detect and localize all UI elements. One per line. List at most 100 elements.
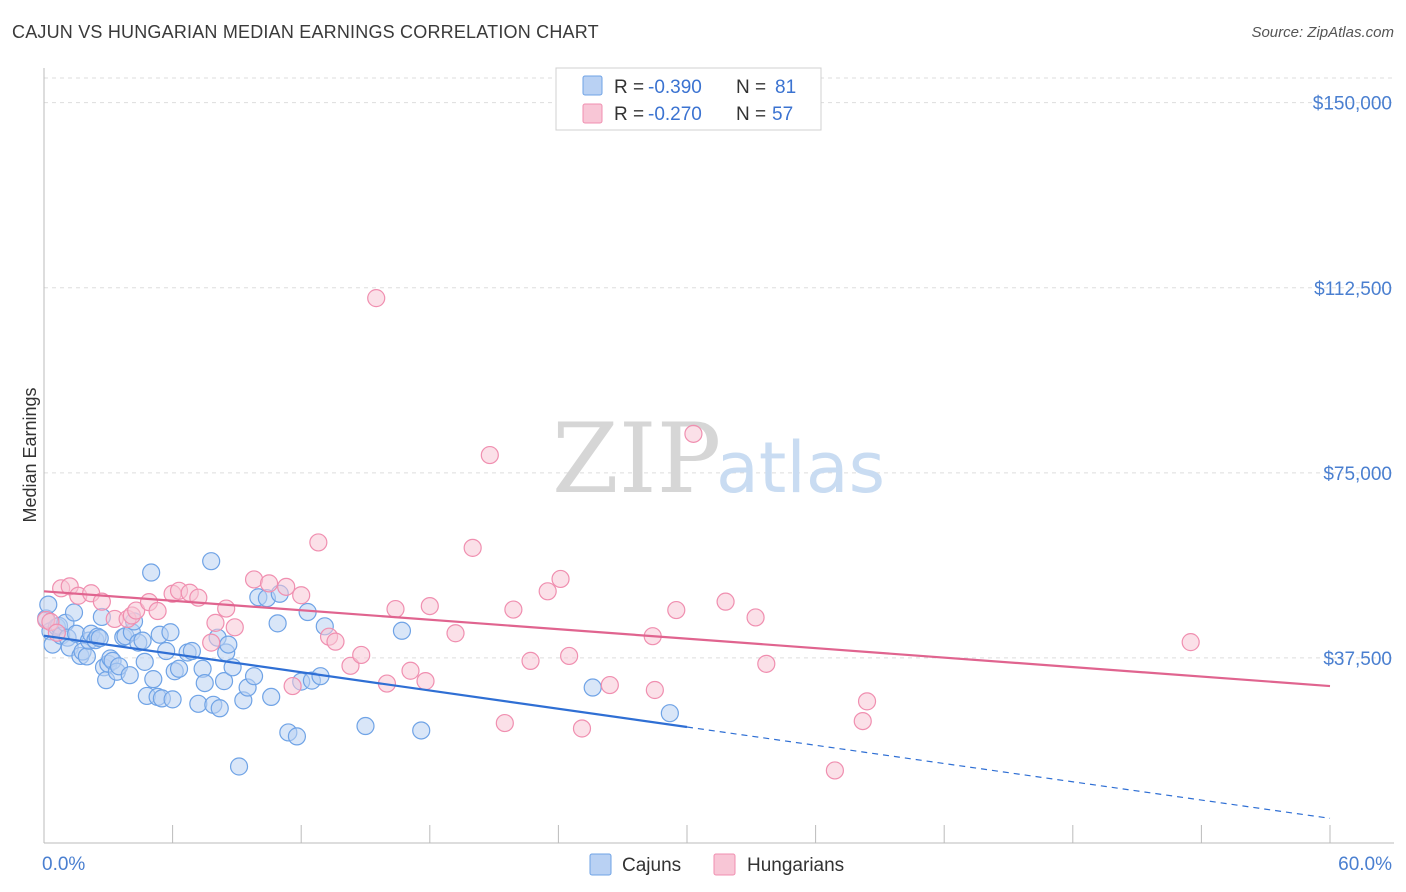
point-hungarians	[401, 661, 420, 680]
chart-title: CAJUN VS HUNGARIAN MEDIAN EARNINGS CORRE…	[12, 22, 599, 42]
legend-n-label-hungarians: N =	[736, 104, 766, 125]
point-hungarians	[277, 577, 296, 596]
point-cajuns	[287, 727, 307, 746]
point-hungarians	[292, 586, 311, 605]
point-hungarians	[326, 632, 345, 651]
y-axis-label: Median Earnings	[20, 387, 40, 522]
trend-line-hungarians	[43, 590, 1331, 688]
point-cajuns	[210, 699, 229, 718]
point-cajuns	[202, 552, 221, 571]
point-hungarians	[551, 569, 570, 589]
bottom-legend: Cajuns Hungarians	[589, 853, 844, 876]
point-hungarians	[420, 596, 439, 616]
point-cajuns	[583, 678, 602, 697]
watermark-zip: ZIP	[552, 403, 721, 515]
bottom-legend-hungarians: Hungarians	[747, 855, 844, 876]
point-hungarians	[853, 711, 872, 731]
point-hungarians	[825, 761, 844, 780]
point-cajuns	[133, 631, 152, 650]
point-hungarians	[352, 645, 371, 665]
grid-lines	[44, 77, 1394, 659]
source-label: Source: ZipAtlas.com	[1251, 24, 1394, 41]
point-hungarians	[416, 672, 435, 691]
point-hungarians	[244, 570, 264, 589]
point-cajuns	[135, 652, 154, 671]
legend-n-label-cajuns: N =	[736, 77, 766, 98]
point-hungarians	[495, 713, 514, 733]
legend-n-value-hungarians: 57	[772, 104, 793, 125]
legend-n-value-cajuns: 81	[775, 77, 796, 98]
point-cajuns	[169, 659, 189, 678]
bottom-legend-cajuns: Cajuns	[622, 855, 681, 876]
point-cajuns	[195, 673, 214, 693]
point-cajuns	[214, 672, 234, 691]
point-cajuns	[77, 647, 96, 666]
point-hungarians	[560, 646, 579, 666]
point-cajuns	[392, 621, 412, 640]
point-cajuns	[268, 614, 287, 633]
point-hungarians	[600, 675, 619, 695]
bottom-legend-swatch-cajuns	[589, 853, 612, 876]
point-hungarians	[92, 592, 111, 611]
point-cajuns	[356, 716, 375, 736]
point-cajuns	[157, 641, 176, 661]
point-hungarians	[480, 445, 499, 465]
point-hungarians	[309, 533, 328, 552]
legend-swatch-hungarians	[582, 103, 603, 124]
point-hungarians	[716, 592, 735, 611]
point-cajuns	[142, 563, 161, 582]
y-tick-label: $150,000	[1313, 94, 1392, 115]
x-tick-label-min: 0.0%	[42, 854, 85, 875]
point-hungarians	[259, 574, 279, 593]
point-cajuns	[144, 670, 163, 689]
legend-r-value-hungarians: -0.270	[648, 104, 702, 125]
point-hungarians	[446, 624, 465, 643]
point-hungarians	[538, 582, 557, 601]
watermark-atlas: atlas	[716, 427, 885, 509]
point-cajuns	[189, 694, 208, 713]
point-hungarians	[504, 600, 523, 619]
point-cajuns	[64, 603, 84, 622]
point-hungarians	[202, 633, 221, 652]
point-hungarians	[572, 719, 592, 738]
point-hungarians	[645, 680, 664, 700]
trend-extension-cajuns	[686, 726, 1331, 819]
legend-r-value-cajuns: -0.390	[648, 77, 702, 98]
point-hungarians	[367, 289, 386, 308]
data-points	[37, 289, 1200, 780]
point-hungarians	[341, 656, 360, 675]
point-hungarians	[283, 676, 302, 696]
point-hungarians	[217, 599, 236, 618]
point-cajuns	[229, 757, 249, 776]
point-hungarians	[1181, 633, 1200, 652]
point-cajuns	[412, 721, 431, 740]
point-hungarians	[206, 613, 225, 632]
trend-lines	[43, 590, 1331, 819]
point-hungarians	[667, 600, 686, 620]
point-cajuns	[244, 667, 264, 686]
y-tick-label: $37,500	[1323, 649, 1392, 670]
legend: R = -0.390 N = 81 R = -0.270 N = 57	[555, 67, 822, 131]
point-hungarians	[148, 601, 167, 621]
axes	[43, 68, 1394, 844]
trend-line-cajuns	[43, 634, 688, 729]
y-tick-label: $75,000	[1323, 464, 1392, 485]
point-hungarians	[684, 424, 703, 443]
bottom-legend-swatch-hungarians	[713, 853, 736, 876]
point-hungarians	[386, 599, 405, 619]
point-cajuns	[660, 704, 679, 723]
legend-swatch-cajuns	[582, 75, 603, 96]
x-tick-label-max: 60.0%	[1338, 854, 1392, 875]
point-hungarians	[463, 538, 482, 557]
point-cajuns	[163, 690, 182, 709]
point-hungarians	[225, 618, 244, 637]
point-hungarians	[757, 654, 776, 673]
point-hungarians	[857, 692, 877, 711]
point-cajuns	[262, 687, 281, 707]
point-cajuns	[120, 666, 139, 685]
legend-r-label-hungarians: R =	[614, 104, 644, 125]
point-hungarians	[746, 608, 765, 627]
point-cajuns	[161, 623, 180, 642]
legend-r-label-cajuns: R =	[614, 77, 644, 98]
point-cajuns	[219, 635, 238, 654]
